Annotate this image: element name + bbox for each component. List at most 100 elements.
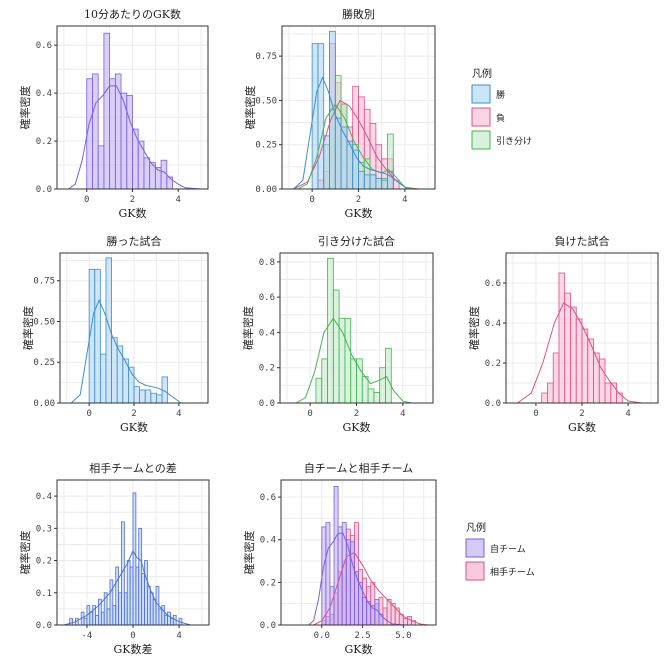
x-axis-label: GK数 [120, 421, 148, 434]
histogram-bar [144, 389, 152, 404]
y-tick-label: 0.2 [260, 578, 276, 588]
histogram-bar [158, 608, 163, 626]
legend-label: 負 [496, 112, 505, 124]
x-tick-label: 0 [86, 409, 91, 419]
x-tick-label: 4 [400, 409, 405, 419]
x-axis-label: GK数 [342, 421, 370, 434]
y-tick-label: 0.00 [255, 185, 277, 195]
series-win [88, 257, 169, 404]
series-draw [315, 257, 392, 404]
histogram-bar [358, 170, 365, 190]
histogram-bar [167, 611, 171, 626]
x-tick-label: 2 [130, 195, 135, 205]
x-tick-label: 5.0 [395, 631, 411, 641]
histogram-bar [552, 352, 560, 404]
histogram-bar [564, 292, 571, 404]
histogram-bar [327, 257, 334, 404]
y-tick-label: 0.4 [36, 492, 52, 502]
histogram-bar [111, 337, 118, 404]
series-self [86, 32, 173, 190]
y-tick-label: 0.4 [260, 536, 276, 546]
histogram-bar [317, 43, 325, 190]
chart-title: 自チームと相手チーム [304, 461, 413, 475]
panel-p4: 0 2 4 0.0 0.2 0.4 0.6 0.8 引き分けた試合 GK数 確率密度 [241, 234, 434, 434]
x-tick-label: 0 [84, 195, 89, 205]
histogram-bar [106, 608, 111, 626]
x-axis-label: GK数 [344, 643, 372, 656]
panel-p1: 0 2 4 0.0 0.2 0.4 0.6 10分あたりのGK数 GK数 確率密度 [18, 8, 209, 220]
y-tick-label: 0.75 [255, 52, 277, 62]
legend-label: 相手チーム [490, 566, 535, 578]
y-axis-label: 確率密度 [18, 531, 32, 575]
x-axis-label: GK数差 [113, 642, 152, 656]
histogram-bar [143, 157, 151, 190]
histogram-bar [362, 596, 368, 626]
legend-title: 凡例 [466, 521, 486, 534]
histogram-bar [361, 376, 369, 404]
series-lose [541, 272, 623, 404]
panel-p6: -4 0 4 0.0 0.1 0.2 0.3 0.4 相手チームとの差 GK数差 確率密度 [18, 461, 210, 656]
histogram-bar [321, 358, 328, 404]
y-tick-label: 0.50 [255, 96, 277, 106]
x-tick-label: 2 [579, 409, 584, 419]
x-tick-label: 0 [533, 409, 538, 419]
histogram-bar [332, 289, 340, 404]
histogram-bar [375, 177, 383, 190]
x-tick-label: 4 [176, 409, 181, 419]
y-tick-label: 0.25 [255, 141, 277, 151]
y-tick-label: 0.50 [33, 317, 55, 327]
y-tick-label: 0.1 [36, 589, 52, 599]
y-tick-label: 0.0 [260, 621, 276, 631]
histogram-bar [114, 73, 122, 190]
histogram-bar [97, 145, 105, 190]
density-line-win [70, 299, 182, 404]
histogram-bar [112, 605, 117, 626]
chart-title: 引き分けた試合 [318, 234, 395, 248]
y-axis-label: 確率密度 [243, 86, 257, 130]
y-tick-label: 0.2 [36, 137, 52, 147]
density-line-self [68, 85, 202, 190]
histogram-bar [323, 135, 330, 190]
chart-title: 相手チームとの差 [89, 461, 177, 475]
histogram-bar [547, 382, 554, 404]
y-tick-label: 0.75 [33, 277, 55, 287]
y-tick-label: 0.4 [259, 328, 275, 338]
x-axis-label: GK数 [568, 421, 596, 434]
legend-key-self [465, 538, 485, 558]
x-tick-label: 2.5 [354, 631, 370, 641]
x-tick-label: 2 [131, 409, 136, 419]
y-axis-label: 確率密度 [467, 306, 481, 350]
histogram-bar [161, 605, 166, 626]
histogram-bar [164, 614, 168, 626]
histogram-bar [95, 614, 99, 626]
x-tick-label: 4 [176, 631, 181, 641]
y-tick-label: 0.4 [36, 89, 52, 99]
histogram-bar [541, 392, 548, 404]
histogram-bar [132, 492, 137, 626]
chart-title: 負けた試合 [555, 234, 610, 248]
legend-label: 自チーム [490, 543, 526, 555]
histogram-bar [100, 611, 105, 626]
histogram-bar [382, 607, 388, 626]
histogram-bar [126, 560, 131, 626]
histogram-bar [150, 392, 157, 404]
histogram-bar [166, 176, 173, 190]
histogram-bar [94, 268, 101, 404]
y-axis-label: 確率密度 [18, 86, 32, 130]
y-tick-label: 0.4 [485, 319, 501, 329]
histogram-bar [558, 272, 566, 404]
panel-p5: 0 2 4 0.0 0.2 0.4 0.6 負けた試合 GK数 確率密度 [467, 234, 659, 434]
histogram-bar [170, 618, 174, 626]
histogram-bar [344, 317, 352, 404]
legend-label: 引き分け [496, 136, 532, 147]
histogram-bar [92, 73, 99, 190]
x-tick-label: 0 [130, 631, 135, 641]
histogram-bar [616, 392, 623, 404]
histogram-bar [369, 174, 377, 190]
histogram-bar [379, 367, 386, 404]
histogram-bar [129, 566, 134, 626]
density-line-lose [517, 302, 642, 404]
histogram-bar [581, 328, 589, 404]
